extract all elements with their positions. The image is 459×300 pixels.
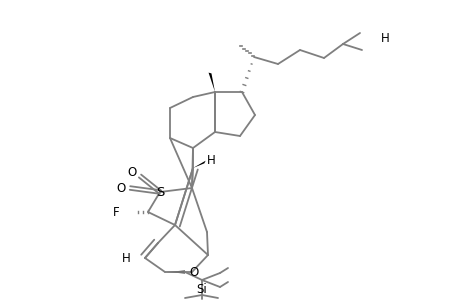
Text: O: O: [116, 182, 125, 196]
Text: Si: Si: [196, 283, 207, 296]
Polygon shape: [193, 161, 205, 168]
Text: S: S: [156, 185, 164, 199]
Polygon shape: [208, 73, 214, 92]
Text: F: F: [113, 206, 120, 218]
Text: H: H: [380, 32, 389, 44]
Text: O: O: [189, 266, 198, 278]
Text: O: O: [127, 167, 136, 179]
Text: H: H: [207, 154, 215, 166]
Polygon shape: [165, 271, 185, 274]
Text: H: H: [122, 251, 131, 265]
